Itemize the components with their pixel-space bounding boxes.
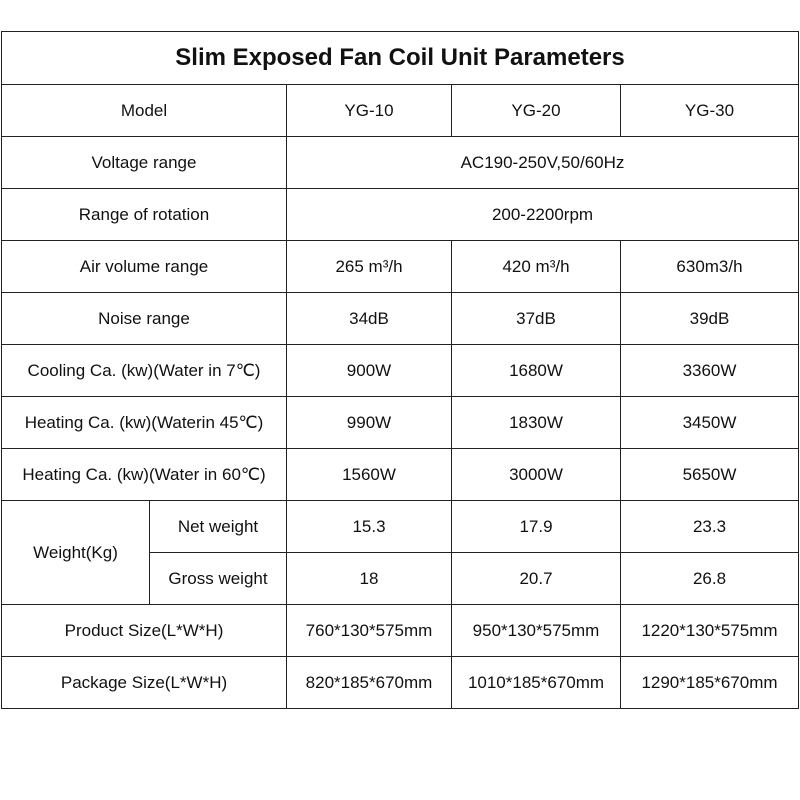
title-row: Slim Exposed Fan Coil Unit Parameters xyxy=(1,31,799,85)
air-volume-value: 265 m³/h xyxy=(286,240,452,293)
heating-60-label: Heating Ca. (kw)(Water in 60℃) xyxy=(1,448,287,501)
voltage-value: AC190-250V,50/60Hz xyxy=(286,136,799,189)
model-value: YG-30 xyxy=(620,84,799,137)
gross-weight-value: 20.7 xyxy=(451,552,621,605)
voltage-label: Voltage range xyxy=(1,136,287,189)
gross-weight-label: Gross weight xyxy=(149,552,287,605)
gross-weight-row: Gross weight 18 20.7 26.8 xyxy=(2,552,799,605)
product-size-row: Product Size(L*W*H) 760*130*575mm 950*13… xyxy=(1,604,799,657)
noise-value: 34dB xyxy=(286,292,452,345)
package-size-value: 820*185*670mm xyxy=(286,656,452,709)
noise-value: 37dB xyxy=(451,292,621,345)
air-volume-value: 630m3/h xyxy=(620,240,799,293)
cooling-label: Cooling Ca. (kw)(Water in 7℃) xyxy=(1,344,287,397)
heating-60-row: Heating Ca. (kw)(Water in 60℃) 1560W 300… xyxy=(1,448,799,501)
heating-60-value: 5650W xyxy=(620,448,799,501)
product-size-value: 760*130*575mm xyxy=(286,604,452,657)
net-weight-value: 17.9 xyxy=(451,500,621,553)
noise-value: 39dB xyxy=(620,292,799,345)
heating-45-label: Heating Ca. (kw)(Waterin 45℃) xyxy=(1,396,287,449)
cooling-value: 3360W xyxy=(620,344,799,397)
rotation-value: 200-2200rpm xyxy=(286,188,799,241)
product-size-value: 950*130*575mm xyxy=(451,604,621,657)
noise-row: Noise range 34dB 37dB 39dB xyxy=(1,292,799,345)
noise-label: Noise range xyxy=(1,292,287,345)
package-size-row: Package Size(L*W*H) 820*185*670mm 1010*1… xyxy=(1,656,799,709)
heating-60-value: 1560W xyxy=(286,448,452,501)
air-volume-value: 420 m³/h xyxy=(451,240,621,293)
product-size-label: Product Size(L*W*H) xyxy=(1,604,287,657)
gross-weight-value: 18 xyxy=(286,552,452,605)
net-weight-value: 23.3 xyxy=(620,500,799,553)
heating-45-value: 3450W xyxy=(620,396,799,449)
package-size-value: 1010*185*670mm xyxy=(451,656,621,709)
heating-45-row: Heating Ca. (kw)(Waterin 45℃) 990W 1830W… xyxy=(1,396,799,449)
rotation-label: Range of rotation xyxy=(1,188,287,241)
air-volume-label: Air volume range xyxy=(1,240,287,293)
rotation-row: Range of rotation 200-2200rpm xyxy=(1,188,799,241)
weight-label: Weight(Kg) xyxy=(1,500,150,605)
cooling-row: Cooling Ca. (kw)(Water in 7℃) 900W 1680W… xyxy=(1,344,799,397)
package-size-label: Package Size(L*W*H) xyxy=(1,656,287,709)
product-size-value: 1220*130*575mm xyxy=(620,604,799,657)
air-volume-row: Air volume range 265 m³/h 420 m³/h 630m3… xyxy=(1,240,799,293)
net-weight-label: Net weight xyxy=(149,500,287,553)
voltage-row: Voltage range AC190-250V,50/60Hz xyxy=(1,136,799,189)
model-value: YG-20 xyxy=(451,84,621,137)
net-weight-row: Weight(Kg) Net weight 15.3 17.9 23.3 xyxy=(1,500,799,605)
model-value: YG-10 xyxy=(286,84,452,137)
net-weight-value: 15.3 xyxy=(286,500,452,553)
gross-weight-value: 26.8 xyxy=(620,552,799,605)
heating-60-value: 3000W xyxy=(451,448,621,501)
cooling-value: 900W xyxy=(286,344,452,397)
heating-45-value: 1830W xyxy=(451,396,621,449)
model-label: Model xyxy=(1,84,287,137)
cooling-value: 1680W xyxy=(451,344,621,397)
model-row: Model YG-10 YG-20 YG-30 xyxy=(1,84,799,137)
parameters-table: Slim Exposed Fan Coil Unit Parameters Mo… xyxy=(1,31,799,709)
table-title: Slim Exposed Fan Coil Unit Parameters xyxy=(1,31,799,85)
package-size-value: 1290*185*670mm xyxy=(620,656,799,709)
heating-45-value: 990W xyxy=(286,396,452,449)
